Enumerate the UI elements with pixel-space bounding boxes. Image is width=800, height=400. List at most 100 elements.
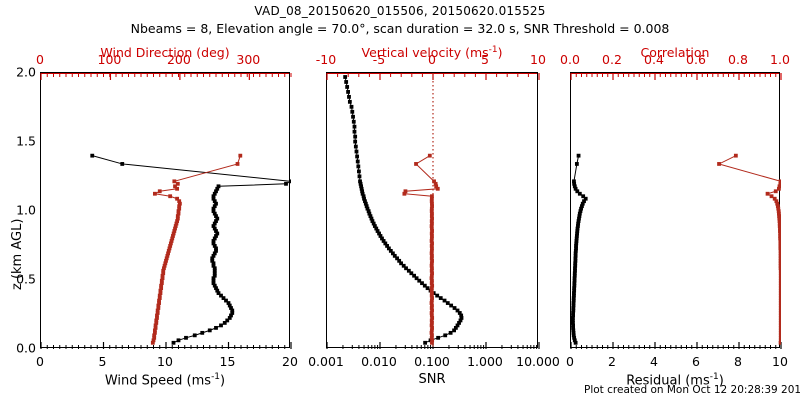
data-point-marker: [577, 214, 582, 219]
data-point-marker: [572, 283, 577, 288]
data-point-marker: [347, 99, 352, 104]
data-point-marker: [230, 308, 235, 313]
data-point-marker: [175, 186, 180, 191]
data-point-marker: [355, 154, 360, 159]
data-point-marker: [435, 293, 440, 298]
data-point-marker: [212, 268, 217, 273]
data-point-marker: [168, 241, 173, 246]
data-point-marker: [778, 241, 781, 246]
data-point-marker: [381, 239, 386, 243]
data-point-marker: [458, 318, 463, 323]
data-point-marker: [172, 179, 177, 184]
data-point-marker: [216, 184, 221, 189]
bottom-axis-tick-label: 4: [650, 354, 658, 369]
data-point-marker: [343, 75, 348, 79]
data-point-marker: [778, 226, 781, 231]
data-point-marker: [778, 316, 781, 320]
data-point-marker: [769, 194, 774, 199]
data-point-marker: [403, 189, 408, 194]
top-axis-tick-label: 0.6: [686, 52, 706, 67]
data-point-marker: [778, 283, 781, 288]
data-point-marker: [169, 239, 174, 243]
panel-snr-x-axis-title: SNR: [418, 372, 446, 387]
data-point-marker: [429, 199, 434, 204]
data-point-marker: [365, 206, 370, 211]
data-point-marker: [219, 323, 223, 328]
data-point-marker: [459, 313, 464, 318]
data-point-marker: [459, 316, 464, 320]
data-point-marker: [200, 330, 205, 335]
data-point-marker: [165, 253, 170, 258]
data-point-marker: [571, 316, 575, 320]
series-wind-direction: [150, 153, 243, 345]
data-point-marker: [412, 273, 416, 278]
data-point-marker: [429, 256, 434, 261]
data-point-marker: [160, 276, 165, 281]
data-point-marker: [430, 325, 434, 330]
data-point-marker: [571, 298, 576, 303]
data-point-marker: [211, 261, 216, 266]
data-point-marker: [432, 179, 436, 184]
data-point-marker: [363, 201, 368, 206]
data-point-marker: [159, 286, 164, 291]
data-point-marker: [778, 306, 781, 310]
data-point-marker: [214, 248, 218, 253]
data-point-marker: [168, 194, 173, 199]
data-point-marker: [229, 313, 233, 318]
data-point-marker: [212, 271, 217, 276]
data-point-marker: [573, 263, 578, 268]
data-point-marker: [156, 306, 161, 310]
data-point-marker: [355, 159, 360, 164]
data-point-marker: [778, 179, 781, 184]
data-point-marker: [215, 216, 220, 221]
data-point-marker: [383, 241, 388, 246]
data-point-marker: [571, 308, 576, 313]
data-point-marker: [399, 261, 403, 266]
data-point-marker: [778, 256, 781, 261]
data-point-marker: [156, 303, 161, 308]
data-point-marker: [212, 191, 217, 196]
data-point-marker: [164, 258, 168, 263]
data-point-marker: [778, 313, 781, 318]
y-axis-tick-label: 0.0: [16, 340, 36, 356]
data-point-marker: [212, 273, 217, 278]
data-point-marker: [571, 323, 575, 328]
data-point-marker: [210, 258, 215, 263]
panel-wind-x-axis-title-sup: -1: [211, 372, 221, 382]
data-point-marker: [429, 311, 434, 315]
data-point-marker: [572, 286, 577, 291]
bottom-axis-tick-label: 0.001: [308, 354, 344, 369]
data-point-marker: [212, 204, 217, 209]
plot-subtitle: Nbeams = 8, Elevation angle = 70.0°, sca…: [130, 21, 670, 36]
data-point-marker: [154, 318, 159, 323]
panel-snr-top-axis-title-tail: ): [497, 45, 503, 61]
data-point-marker: [778, 181, 781, 186]
data-point-marker: [214, 325, 218, 330]
data-point-marker: [211, 239, 216, 243]
data-point-marker: [429, 251, 434, 256]
data-point-marker: [152, 191, 157, 196]
data-point-marker: [173, 184, 177, 189]
bottom-axis-tick-label: 1.000: [467, 354, 503, 369]
data-point-marker: [778, 291, 781, 296]
data-point-marker: [429, 313, 434, 318]
data-point-marker: [778, 340, 781, 345]
data-point-marker: [155, 313, 159, 318]
data-point-marker: [212, 266, 217, 271]
data-point-marker: [577, 191, 582, 196]
data-point-marker: [577, 216, 581, 221]
data-point-marker: [211, 196, 216, 201]
data-point-marker: [430, 258, 434, 263]
data-point-marker: [576, 153, 581, 158]
data-point-marker: [227, 316, 232, 320]
data-point-marker: [168, 244, 173, 248]
data-point-marker: [367, 211, 372, 216]
data-point-marker: [430, 204, 434, 209]
data-point-marker: [430, 296, 434, 300]
data-point-marker: [357, 169, 361, 174]
data-point-marker: [362, 196, 366, 201]
series-correlation: [717, 153, 781, 345]
bottom-axis-tick-label: 0.010: [361, 354, 397, 369]
data-point-marker: [358, 179, 362, 184]
data-point-marker: [176, 338, 181, 343]
